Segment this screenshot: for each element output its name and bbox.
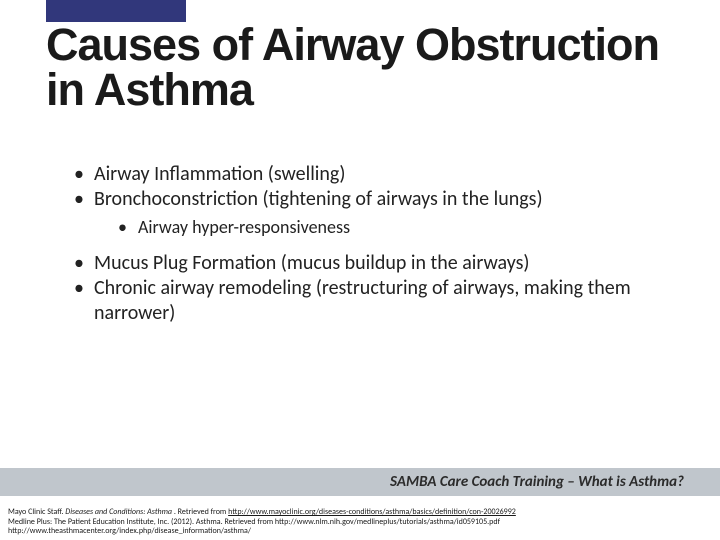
- footer-text: SAMBA Care Coach Training – What is Asth…: [390, 473, 684, 491]
- list-item: Airway hyper-responsiveness: [116, 216, 680, 239]
- slide-body: Airway Inflammation (swelling) Bronchoco…: [72, 162, 680, 326]
- footer-bar: SAMBA Care Coach Training – What is Asth…: [0, 468, 720, 496]
- list-item-text: Chronic airway remodeling (restructuring…: [94, 276, 631, 325]
- bullet-list: Airway Inflammation (swelling) Bronchoco…: [72, 162, 680, 326]
- citations: Mayo Clinic Staff. Diseases and Conditio…: [8, 508, 712, 536]
- sub-bullet-list: Airway hyper-responsiveness: [94, 216, 680, 239]
- citation-line: http://www.theasthmacenter.org/index.php…: [8, 527, 712, 536]
- list-item: Airway Inflammation (swelling): [72, 162, 680, 187]
- list-item-text: Airway Inflammation (swelling): [94, 162, 345, 186]
- list-item-text: Mucus Plug Formation (mucus buildup in t…: [94, 251, 530, 275]
- list-item: Bronchoconstriction (tightening of airwa…: [72, 187, 680, 239]
- slide-title: Causes of Airway Obstruction in Asthma: [46, 22, 680, 112]
- list-item: Mucus Plug Formation (mucus buildup in t…: [72, 251, 680, 276]
- list-item-text: Bronchoconstriction (tightening of airwa…: [94, 187, 543, 211]
- list-item: Chronic airway remodeling (restructuring…: [72, 276, 680, 326]
- list-item-text: Airway hyper-responsiveness: [138, 216, 350, 238]
- citation-prefix: http://www.theasthmacenter.org/index.php…: [8, 526, 251, 536]
- slide: Causes of Airway Obstruction in Asthma A…: [0, 0, 720, 540]
